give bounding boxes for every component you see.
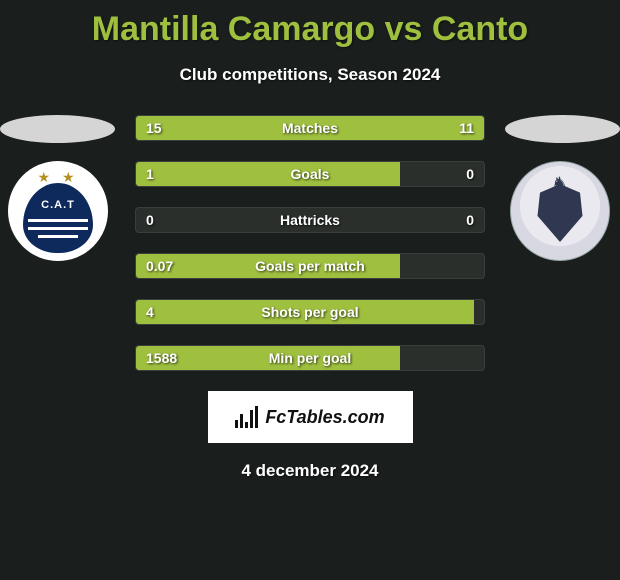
player-right-column: ♞ bbox=[505, 115, 620, 261]
player-left-placeholder bbox=[0, 115, 115, 143]
stat-value-left: 1 bbox=[146, 166, 154, 182]
stat-value-right: 0 bbox=[466, 212, 474, 228]
brand-box: FcTables.com bbox=[208, 391, 413, 443]
crest-stripe bbox=[28, 219, 88, 222]
stat-bar-fill-left bbox=[136, 162, 400, 186]
brand-text: FcTables.com bbox=[265, 407, 384, 428]
stat-value-right: 0 bbox=[466, 166, 474, 182]
stat-bar-row: 15 Matches 11 bbox=[135, 115, 485, 141]
crest-stars-icon: ★ ★ bbox=[38, 169, 79, 186]
crest-shield-icon bbox=[535, 184, 585, 242]
stat-value-left: 4 bbox=[146, 304, 154, 320]
brand-chart-icon bbox=[235, 406, 261, 428]
stat-label: Min per goal bbox=[269, 350, 351, 366]
club-crest-right: ♞ bbox=[510, 161, 610, 261]
page-subtitle: Club competitions, Season 2024 bbox=[0, 65, 620, 85]
stat-bar-row: 0.07 Goals per match bbox=[135, 253, 485, 279]
page-title: Mantilla Camargo vs Canto bbox=[0, 0, 620, 49]
player-left-column: ★ ★ C.A.T bbox=[0, 115, 115, 261]
stat-bars-container: 15Matches111Goals00Hattricks00.07Goals p… bbox=[135, 115, 485, 371]
player-right-placeholder bbox=[505, 115, 620, 143]
stat-value-right: 11 bbox=[459, 120, 474, 136]
crest-stripe bbox=[28, 227, 88, 230]
stat-value-left: 0 bbox=[146, 212, 154, 228]
stat-bar-fill-left bbox=[136, 116, 394, 140]
stat-value-left: 1588 bbox=[146, 350, 177, 366]
stat-bar-row: 1588 Min per goal bbox=[135, 345, 485, 371]
stat-bar-row: 1 Goals 0 bbox=[135, 161, 485, 187]
stat-label: Matches bbox=[282, 120, 338, 136]
stat-bar-row: 4 Shots per goal bbox=[135, 299, 485, 325]
stat-label: Hattricks bbox=[280, 212, 340, 228]
crest-stripe bbox=[38, 235, 78, 238]
date-text: 4 december 2024 bbox=[0, 461, 620, 481]
stat-value-left: 0.07 bbox=[146, 258, 173, 274]
stat-label: Goals bbox=[291, 166, 330, 182]
crest-text: C.A.T bbox=[41, 199, 75, 211]
stat-label: Goals per match bbox=[255, 258, 365, 274]
stat-bar-row: 0 Hattricks 0 bbox=[135, 207, 485, 233]
stat-label: Shots per goal bbox=[261, 304, 358, 320]
club-crest-left: ★ ★ C.A.T bbox=[8, 161, 108, 261]
comparison-area: ★ ★ C.A.T ♞ 15Matches111Goals00Hattricks… bbox=[0, 115, 620, 371]
stat-value-left: 15 bbox=[146, 120, 162, 136]
